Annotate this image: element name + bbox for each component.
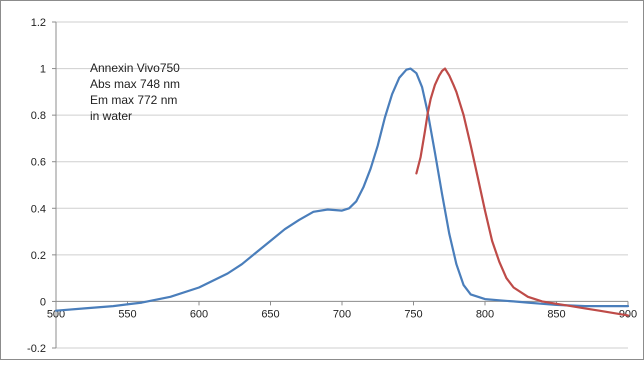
x-tick-label-6: 800 xyxy=(476,308,494,320)
annotation-line-3: in water xyxy=(90,109,132,123)
x-tick-label-4: 700 xyxy=(333,308,351,320)
gridlines xyxy=(56,21,628,349)
y-tick-label-0: -0.2 xyxy=(27,343,46,355)
series-lines xyxy=(54,67,630,317)
y-tick-label-7: 1.2 xyxy=(31,17,46,29)
annotation-line-1: Abs max 748 nm xyxy=(90,77,180,91)
y-tick-label-4: 0.6 xyxy=(31,157,46,169)
y-tick-label-1: 0 xyxy=(40,296,46,308)
x-tick-label-2: 600 xyxy=(190,308,208,320)
series-line-1 xyxy=(415,67,630,317)
y-tick-label-6: 1 xyxy=(40,64,46,76)
annotation-line-2: Em max 772 nm xyxy=(90,93,177,107)
x-tick-label-1: 550 xyxy=(118,308,136,320)
y-tick-label-3: 0.4 xyxy=(31,203,46,215)
annotation-line-0: Annexin Vivo750 xyxy=(90,61,180,75)
x-tick-label-7: 850 xyxy=(547,308,565,320)
y-tick-label-5: 0.8 xyxy=(31,110,46,122)
annotation-text-box: Annexin Vivo750 Abs max 748 nm Em max 772 … xyxy=(90,61,180,123)
y-tick-label-2: 0.2 xyxy=(31,250,46,262)
series-line-0 xyxy=(54,67,630,312)
x-tick-label-3: 650 xyxy=(261,308,279,320)
x-tick-label-5: 750 xyxy=(404,308,422,320)
